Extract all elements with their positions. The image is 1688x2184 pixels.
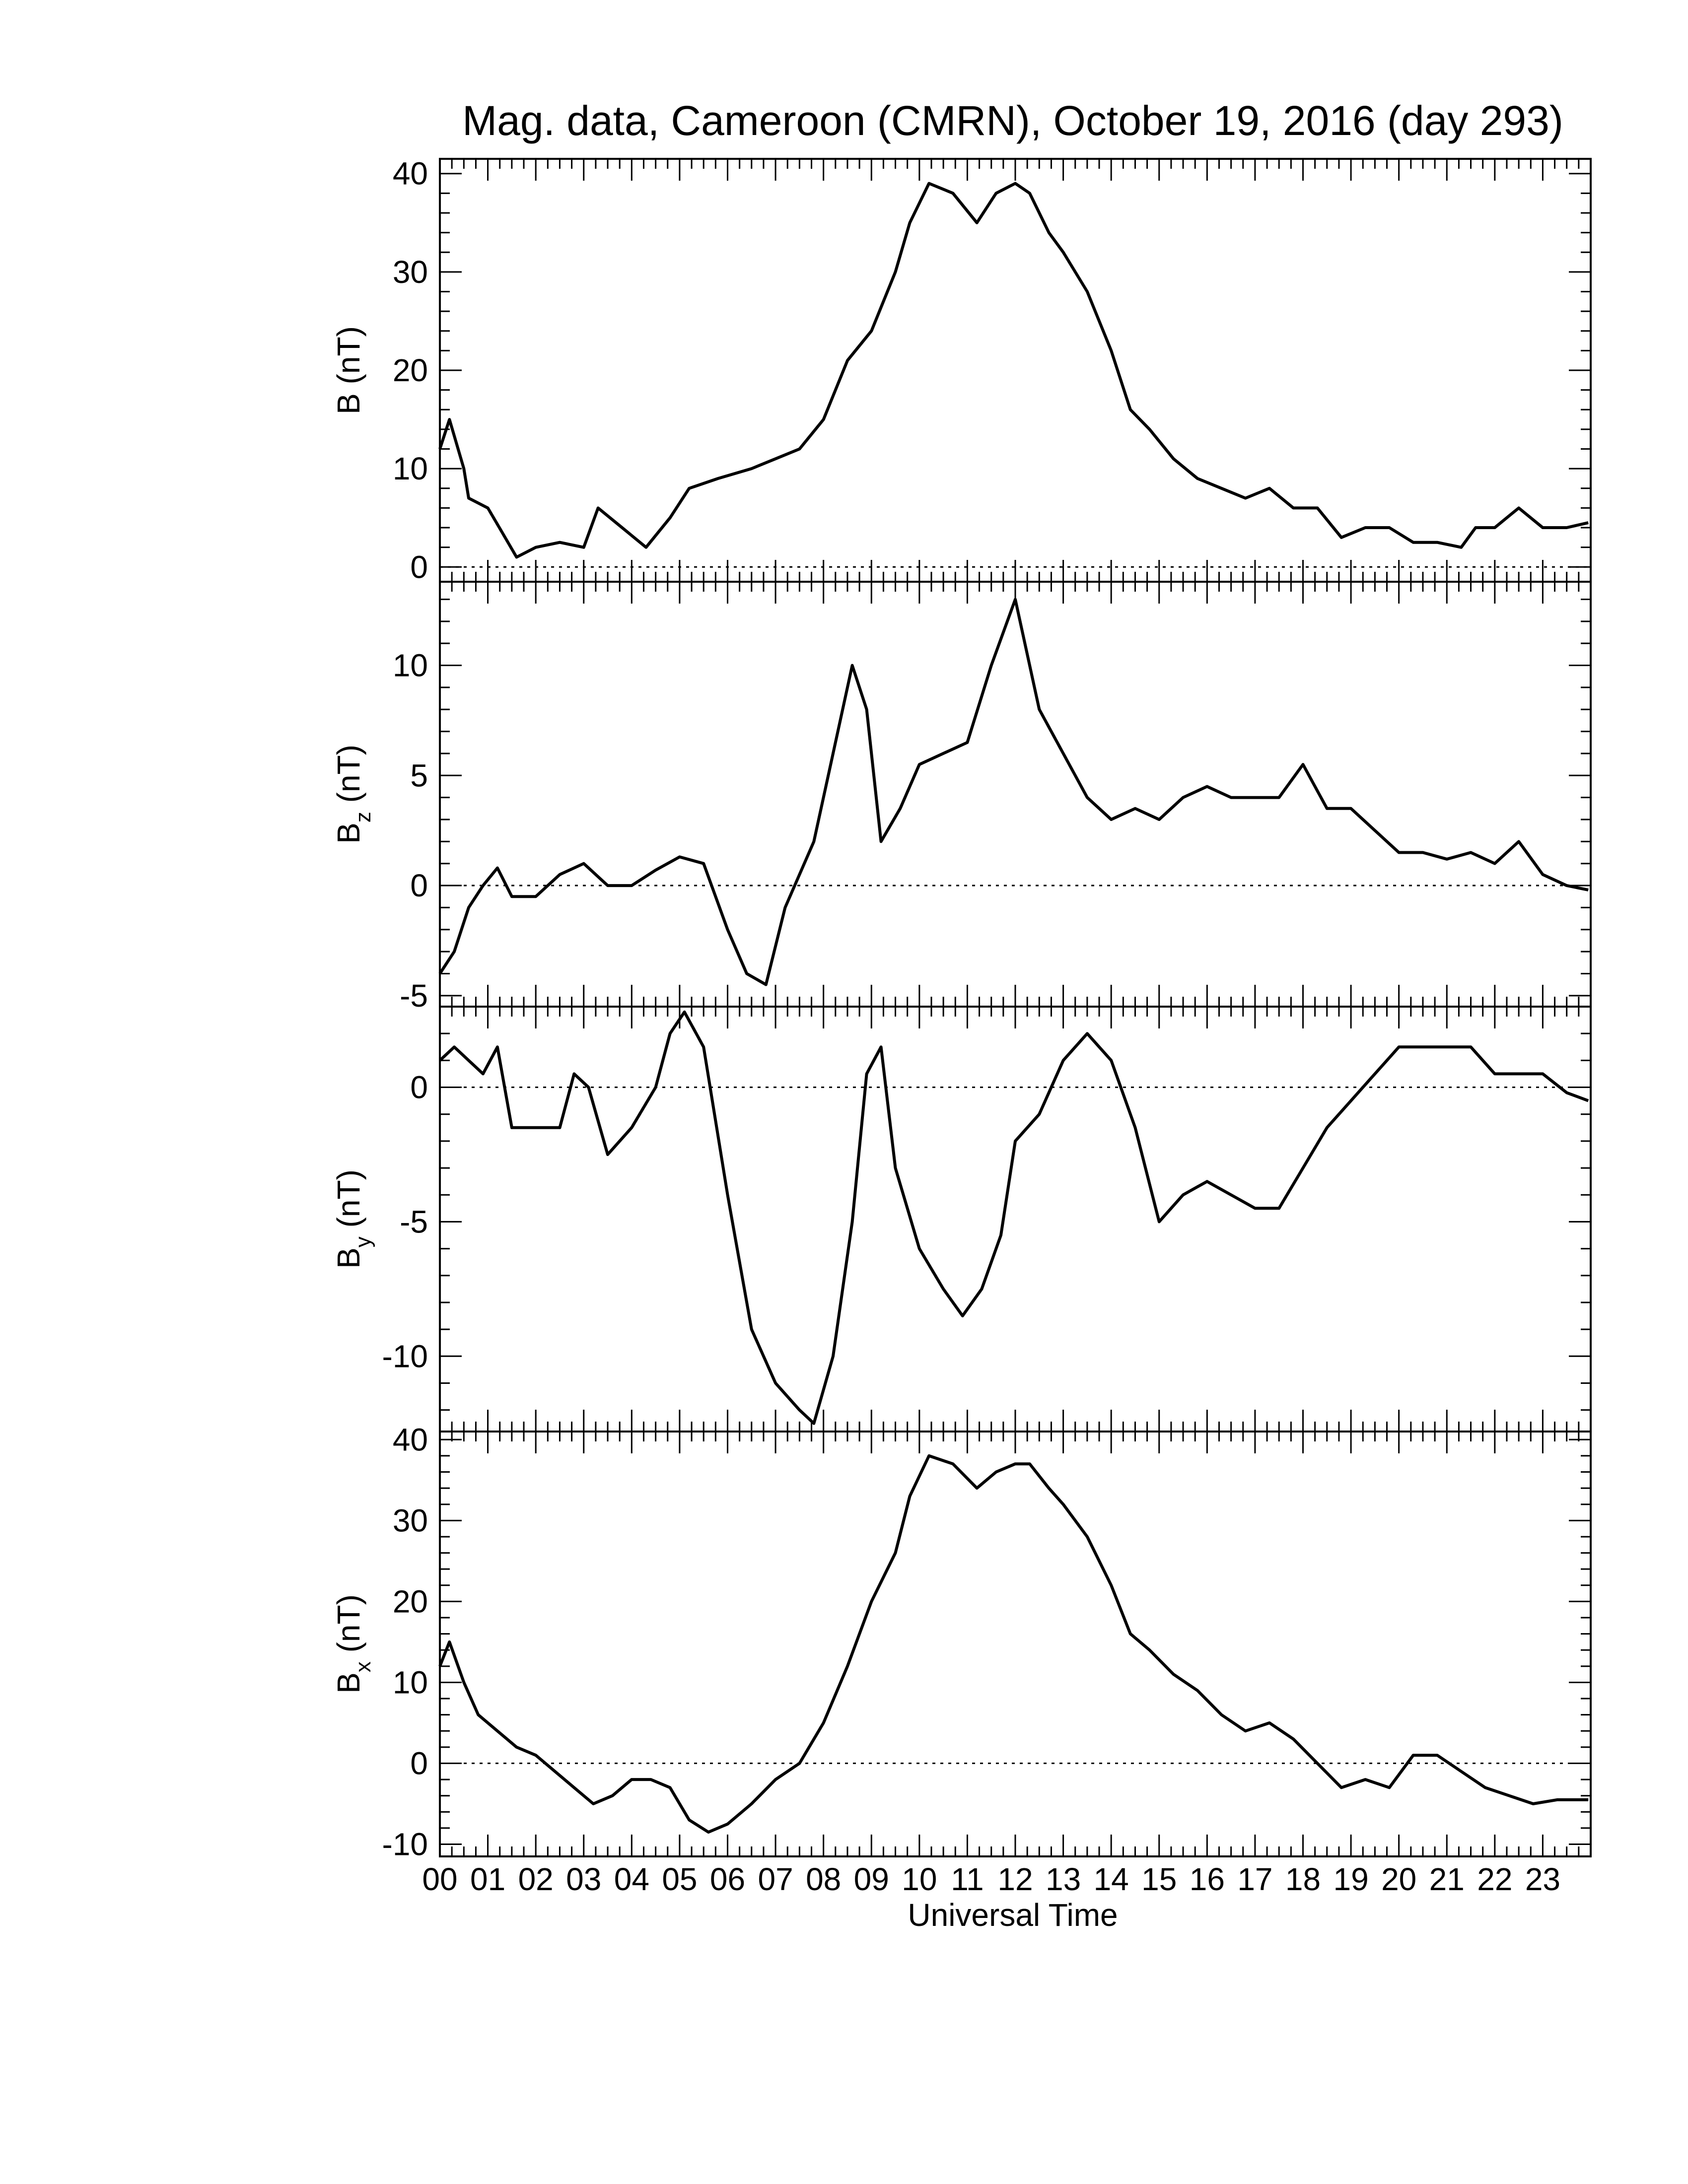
panel-Bx: -10 0 10 20 30 40 Bx (nT) bbox=[331, 1422, 1592, 1862]
x-tick-label: 17 bbox=[1237, 1861, 1272, 1897]
x-tick-label: 12 bbox=[997, 1861, 1033, 1897]
y-tick-label: 5 bbox=[410, 757, 428, 793]
x-tick-label: 22 bbox=[1477, 1861, 1512, 1897]
y-axis-label: Bx (nT) bbox=[331, 1594, 375, 1694]
panel-frame bbox=[439, 581, 1592, 1008]
y-axis-label: B (nT) bbox=[331, 326, 366, 414]
x-tick-label: 21 bbox=[1429, 1861, 1465, 1897]
x-tick-label: 06 bbox=[710, 1861, 745, 1897]
y-axis-label: By (nT) bbox=[331, 1169, 375, 1269]
x-tick-label: 16 bbox=[1190, 1861, 1225, 1897]
x-tick-label: 15 bbox=[1141, 1861, 1177, 1897]
y-tick-label: 30 bbox=[393, 254, 428, 290]
panels: 0 10 20 30 40 B (nT) -5 0 5 10 Bz (nT) -10 -5 0 By (nT… bbox=[331, 156, 1592, 1862]
x-tick-label: 14 bbox=[1094, 1861, 1129, 1897]
y-tick-label: 0 bbox=[410, 549, 428, 585]
y-tick-label: 10 bbox=[393, 648, 428, 683]
y-tick-label: 30 bbox=[393, 1502, 428, 1538]
y-tick-label: 0 bbox=[410, 1070, 428, 1105]
series-line-B bbox=[438, 182, 1589, 559]
y-axis-label: Bz (nT) bbox=[331, 745, 375, 844]
x-tick-label: 23 bbox=[1525, 1861, 1560, 1897]
y-tick-label: 40 bbox=[393, 1422, 428, 1457]
x-tick-label: 13 bbox=[1046, 1861, 1081, 1897]
y-tick-label: -5 bbox=[400, 1204, 428, 1239]
x-tick-label: 00 bbox=[422, 1861, 457, 1897]
x-tick-label: 11 bbox=[951, 1861, 984, 1897]
y-tick-label: 0 bbox=[410, 1745, 428, 1781]
x-tick-label: 01 bbox=[470, 1861, 505, 1897]
y-tick-label: -10 bbox=[382, 1338, 428, 1374]
series-line-Bz bbox=[438, 598, 1589, 986]
y-tick-label: 0 bbox=[410, 868, 428, 903]
panel-By: -10 -5 0 By (nT) bbox=[331, 1006, 1592, 1433]
y-tick-label: 10 bbox=[393, 451, 428, 486]
x-tick-label: 05 bbox=[662, 1861, 697, 1897]
x-axis-label: Universal Time bbox=[908, 1897, 1118, 1933]
panel-B: 0 10 20 30 40 B (nT) bbox=[331, 156, 1592, 585]
y-tick-label: 20 bbox=[393, 1583, 428, 1619]
panel-frame bbox=[439, 1431, 1592, 1857]
panel-Bz: -5 0 5 10 Bz (nT) bbox=[331, 581, 1592, 1014]
series-line-By bbox=[438, 1010, 1589, 1425]
x-tick-label: 10 bbox=[902, 1861, 937, 1897]
panel-frame bbox=[439, 1006, 1592, 1433]
x-tick-label: 09 bbox=[854, 1861, 889, 1897]
series-line-Bx bbox=[438, 1454, 1589, 1834]
y-tick-label: -5 bbox=[400, 978, 428, 1014]
y-tick-label: 10 bbox=[393, 1664, 428, 1700]
x-tick-label: 07 bbox=[758, 1861, 793, 1897]
x-tick-label: 03 bbox=[566, 1861, 601, 1897]
x-tick-label: 02 bbox=[518, 1861, 554, 1897]
x-tick-label: 08 bbox=[806, 1861, 841, 1897]
x-tick-label: 20 bbox=[1381, 1861, 1416, 1897]
x-tick-labels: 00 01 02 03 04 05 06 07 08 09 10 11 12 13 14 15 16 17 18 19… bbox=[422, 1861, 1560, 1897]
x-tick-label: 18 bbox=[1285, 1861, 1321, 1897]
y-tick-label: 20 bbox=[393, 352, 428, 388]
x-tick-label: 19 bbox=[1333, 1861, 1368, 1897]
x-tick-label: 04 bbox=[614, 1861, 649, 1897]
chart-title: Mag. data, Cameroon (CMRN), October 19, … bbox=[462, 97, 1563, 144]
y-tick-label: -10 bbox=[382, 1827, 428, 1862]
y-tick-label: 40 bbox=[393, 156, 428, 192]
